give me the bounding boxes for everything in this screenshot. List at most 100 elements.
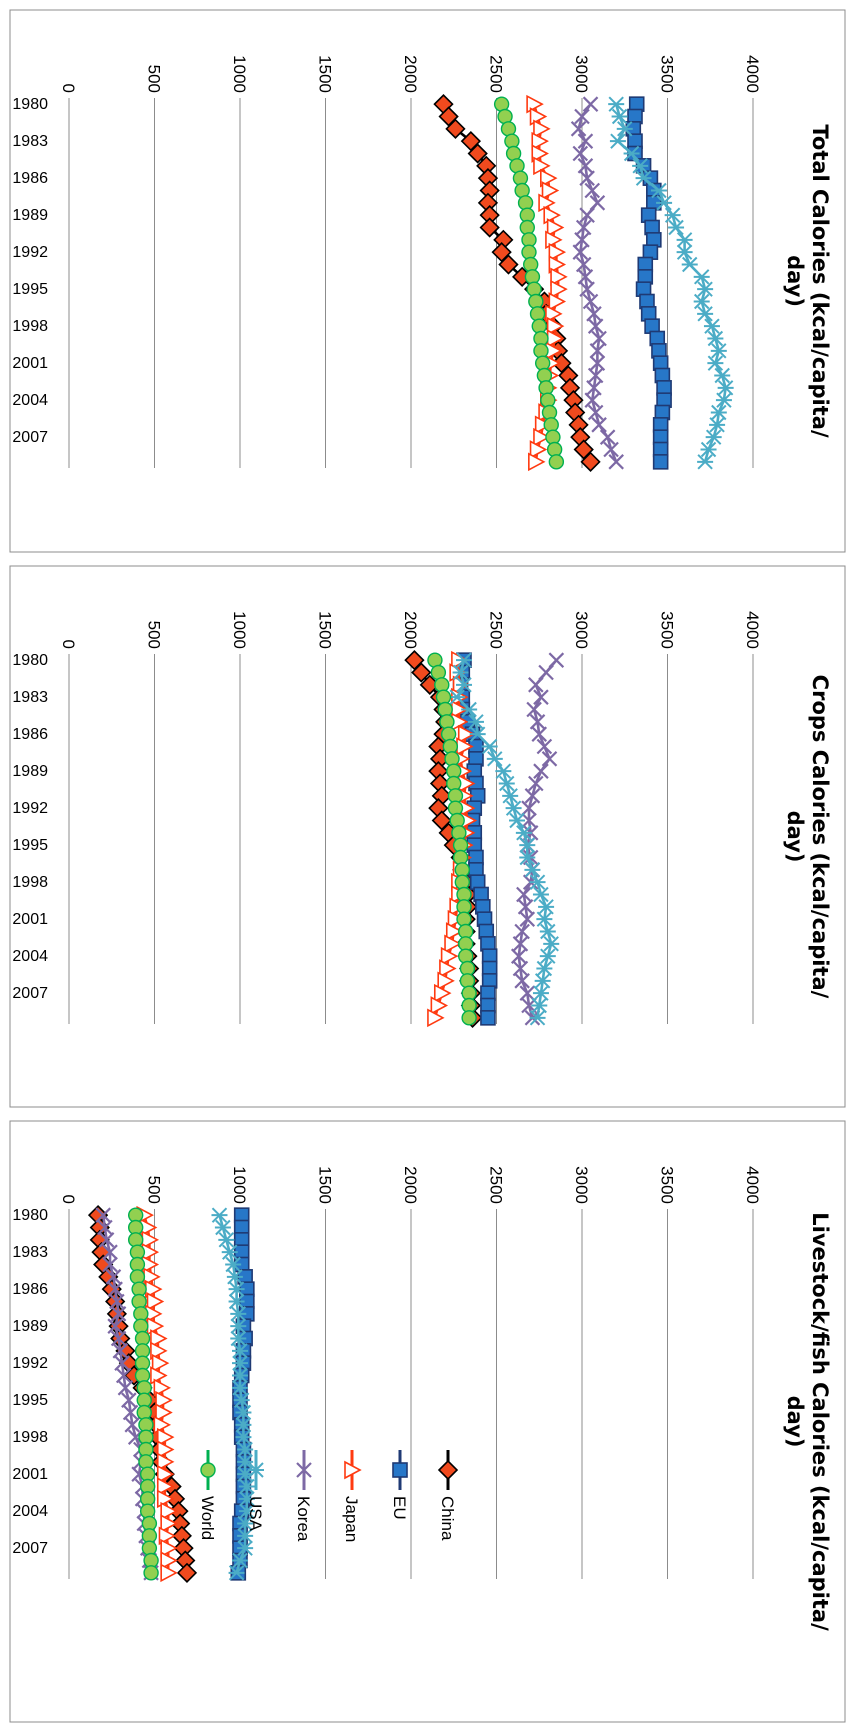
- data-point: [510, 948, 527, 964]
- data-point: [445, 118, 466, 139]
- data-point: [579, 170, 595, 186]
- data-point: [460, 131, 481, 152]
- x-tick-label: 1986: [12, 170, 48, 187]
- data-point: [707, 355, 724, 371]
- data-point: [419, 674, 440, 695]
- data-point: [176, 1562, 198, 1583]
- legend-label: Korea: [294, 1496, 313, 1542]
- data-point: [467, 143, 488, 164]
- data-point: [228, 1565, 245, 1581]
- data-point: [228, 1293, 245, 1310]
- data-point: [664, 207, 681, 223]
- y-tick-label: 0: [59, 1195, 78, 1204]
- legend-marker: [392, 1462, 408, 1478]
- data-point: [697, 306, 714, 322]
- data-point: [232, 1355, 248, 1371]
- x-tick-label: 2007: [12, 985, 48, 1002]
- y-tick-label: 2500: [487, 1166, 506, 1204]
- data-point: [235, 1429, 252, 1445]
- data-point: [550, 279, 568, 299]
- data-point: [122, 1404, 139, 1421]
- data-point: [536, 960, 553, 977]
- data-point: [536, 911, 553, 927]
- data-point: [158, 1526, 177, 1546]
- data-point: [447, 909, 466, 929]
- data-point: [609, 133, 626, 149]
- data-point: [481, 738, 498, 755]
- data-point: [528, 452, 546, 472]
- data-point: [237, 1515, 254, 1532]
- data-point: [717, 380, 734, 396]
- data-point: [587, 367, 604, 384]
- data-point: [589, 343, 606, 359]
- chart-title-line: Total Calories (kcal/capita/: [808, 124, 832, 438]
- data-point: [509, 812, 526, 829]
- data-point: [632, 158, 649, 174]
- y-tick-label: 1000: [230, 1166, 249, 1204]
- series-korea: [570, 96, 624, 470]
- chart-title: Crops Calories (kcal/capita/day): [783, 675, 832, 999]
- data-point: [505, 800, 522, 816]
- data-point: [707, 330, 724, 347]
- data-point: [517, 899, 534, 915]
- legend-label: USA: [246, 1496, 265, 1532]
- series-world: [427, 652, 477, 1026]
- x-tick-label: 2001: [12, 911, 48, 928]
- data-point: [515, 825, 532, 841]
- y-tick-label: 500: [145, 621, 164, 649]
- data-point: [237, 1528, 254, 1544]
- data-point: [495, 763, 512, 779]
- legend-label: World: [198, 1496, 217, 1540]
- x-tick-label: 1983: [12, 689, 48, 706]
- data-point: [105, 1269, 122, 1285]
- data-point: [480, 1010, 496, 1026]
- data-point: [546, 316, 565, 336]
- data-point: [582, 293, 599, 310]
- data-point: [534, 415, 553, 435]
- panel-border: [9, 1120, 846, 1723]
- data-point: [539, 923, 556, 940]
- data-point: [479, 217, 500, 238]
- data-point: [579, 207, 595, 223]
- data-point: [528, 775, 544, 792]
- data-point: [519, 837, 536, 853]
- x-tick-label: 1992: [12, 800, 48, 817]
- x-tick-label: 1986: [12, 1281, 48, 1298]
- data-point: [532, 985, 549, 1001]
- data-point: [589, 195, 606, 211]
- data-point: [533, 763, 549, 779]
- data-point: [456, 652, 473, 668]
- x-tick-label: 1998: [12, 874, 48, 891]
- series-japan: [136, 1205, 178, 1583]
- legend-entry-world: World: [198, 1450, 217, 1540]
- data-point: [545, 304, 563, 324]
- data-point: [700, 441, 717, 458]
- data-point: [703, 318, 720, 334]
- data-point: [650, 182, 667, 199]
- y-tick-label: 4000: [743, 611, 762, 649]
- data-point: [498, 254, 519, 275]
- legend-label: EU: [390, 1496, 409, 1520]
- data-point: [580, 451, 601, 472]
- data-point: [584, 182, 601, 199]
- x-tick-label: 1980: [12, 652, 48, 669]
- data-point: [533, 119, 551, 139]
- data-point: [705, 429, 722, 445]
- data-point: [693, 269, 710, 285]
- rotated-figure: Total Calories (kcal/capita/day) 0 500 1000…: [9, 9, 846, 1723]
- data-point: [529, 440, 548, 459]
- data-point: [550, 267, 568, 287]
- data-point: [676, 232, 693, 248]
- data-point: [228, 1281, 245, 1297]
- chart-title-line: Livestock/fish Calories (kcal/capita/: [808, 1212, 832, 1631]
- data-point: [155, 1403, 173, 1422]
- x-tick-label: 2001: [12, 355, 48, 372]
- data-point: [697, 281, 714, 297]
- data-point: [156, 1427, 175, 1447]
- data-point: [107, 1281, 123, 1297]
- y-tick-label: 3000: [572, 611, 591, 649]
- data-point: [232, 1380, 248, 1396]
- x-tick-label: 1995: [12, 1392, 48, 1409]
- data-point: [444, 934, 462, 954]
- x-tick-label: 2004: [12, 392, 48, 409]
